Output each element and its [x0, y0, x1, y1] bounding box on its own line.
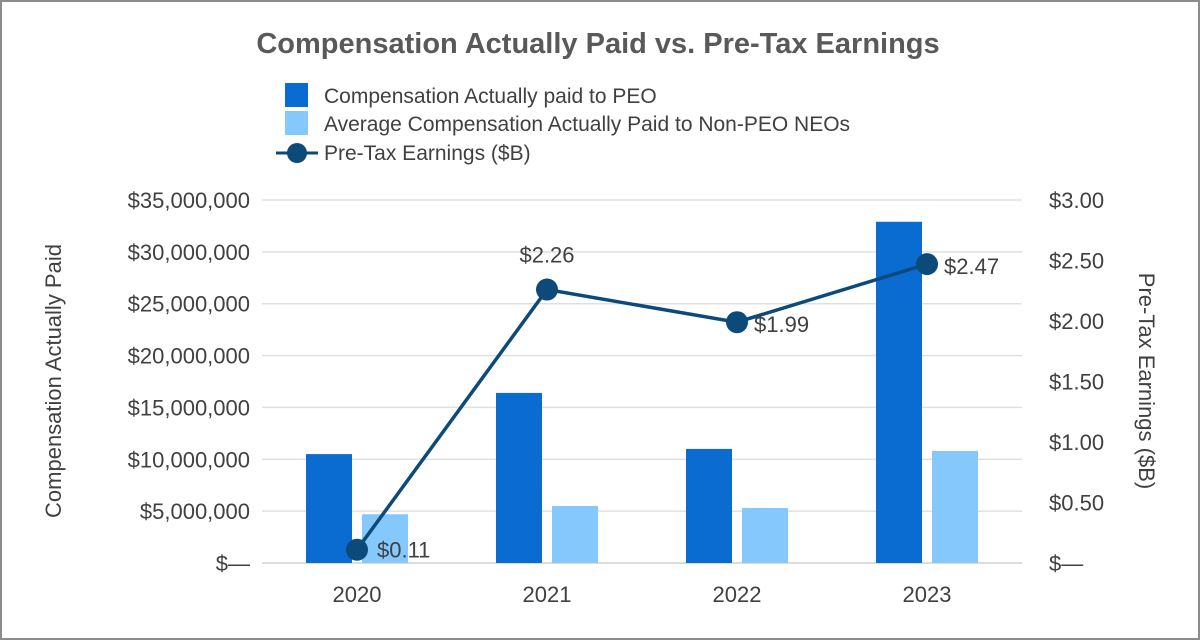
earnings-line	[355, 262, 928, 551]
earnings-data-label: $1.99	[754, 312, 809, 337]
bar-non-peo	[362, 514, 408, 563]
y-tick-label: $20,000,000	[128, 344, 250, 369]
earnings-point	[536, 278, 558, 301]
y2-tick-label: $3.00	[1049, 188, 1104, 213]
y-axis-title: Compensation Actually Paid	[41, 244, 66, 518]
bar-peo	[306, 454, 352, 563]
x-tick-label: 2021	[523, 582, 572, 607]
y-tick-label: $25,000,000	[128, 292, 250, 317]
y2-tick-label: $0.50	[1049, 491, 1104, 516]
legend-marker-earnings	[287, 143, 307, 163]
y2-axis-ticks: $— $0.50 $1.00 $1.50 $2.00 $2.50 $3.00	[1049, 188, 1104, 576]
y-tick-label: $30,000,000	[128, 240, 250, 265]
legend-label-non-peo: Average Compensation Actually Paid to No…	[324, 113, 850, 136]
bar-non-peo	[932, 450, 978, 563]
bar-peo	[496, 392, 542, 563]
bar-peo	[686, 448, 732, 563]
bar-non-peo	[742, 508, 788, 563]
legend-label-peo: Compensation Actually paid to PEO	[324, 85, 657, 108]
earnings-data-label: $2.47	[944, 254, 999, 279]
y2-axis-title: Pre-Tax Earnings ($B)	[1134, 273, 1159, 489]
y-tick-label: $5,000,000	[140, 499, 250, 524]
earnings-point	[916, 253, 938, 276]
y-tick-label: $15,000,000	[128, 395, 250, 420]
bar-non-peo	[552, 505, 598, 563]
y-axis-ticks: $— $5,000,000 $10,000,000 $15,000,000 $20,00…	[128, 188, 250, 576]
legend-swatch-non-peo	[285, 111, 308, 135]
y2-tick-label: $1.00	[1049, 430, 1104, 455]
earnings-data-label: $0.11	[377, 538, 430, 563]
legend-swatch-peo	[285, 83, 308, 107]
y2-tick-label: $2.00	[1049, 309, 1104, 334]
bars	[306, 221, 978, 563]
legend-label-earnings: Pre-Tax Earnings ($B)	[324, 142, 531, 165]
earnings-data-label: $2.26	[519, 243, 574, 268]
x-tick-label: 2022	[713, 582, 762, 607]
x-axis-ticks: 2020 2021 2022 2023	[333, 582, 952, 607]
legend: Compensation Actually paid to PEO Averag…	[276, 83, 850, 165]
chart-title: Compensation Actually Paid vs. Pre-Tax E…	[256, 28, 939, 60]
x-tick-label: 2020	[333, 582, 382, 607]
y-tick-label: $10,000,000	[128, 447, 250, 472]
y-tick-label: $35,000,000	[128, 188, 250, 213]
y2-tick-label: $2.50	[1049, 249, 1104, 274]
earnings-point	[346, 538, 368, 561]
x-tick-label: 2023	[903, 582, 952, 607]
earnings-line-series: $0.11 $2.26 $1.99 $2.47	[346, 243, 999, 563]
y2-tick-label: $1.50	[1049, 370, 1104, 395]
earnings-point	[726, 311, 748, 334]
y-tick-label: $—	[216, 551, 250, 576]
y2-tick-label: $—	[1049, 551, 1083, 576]
